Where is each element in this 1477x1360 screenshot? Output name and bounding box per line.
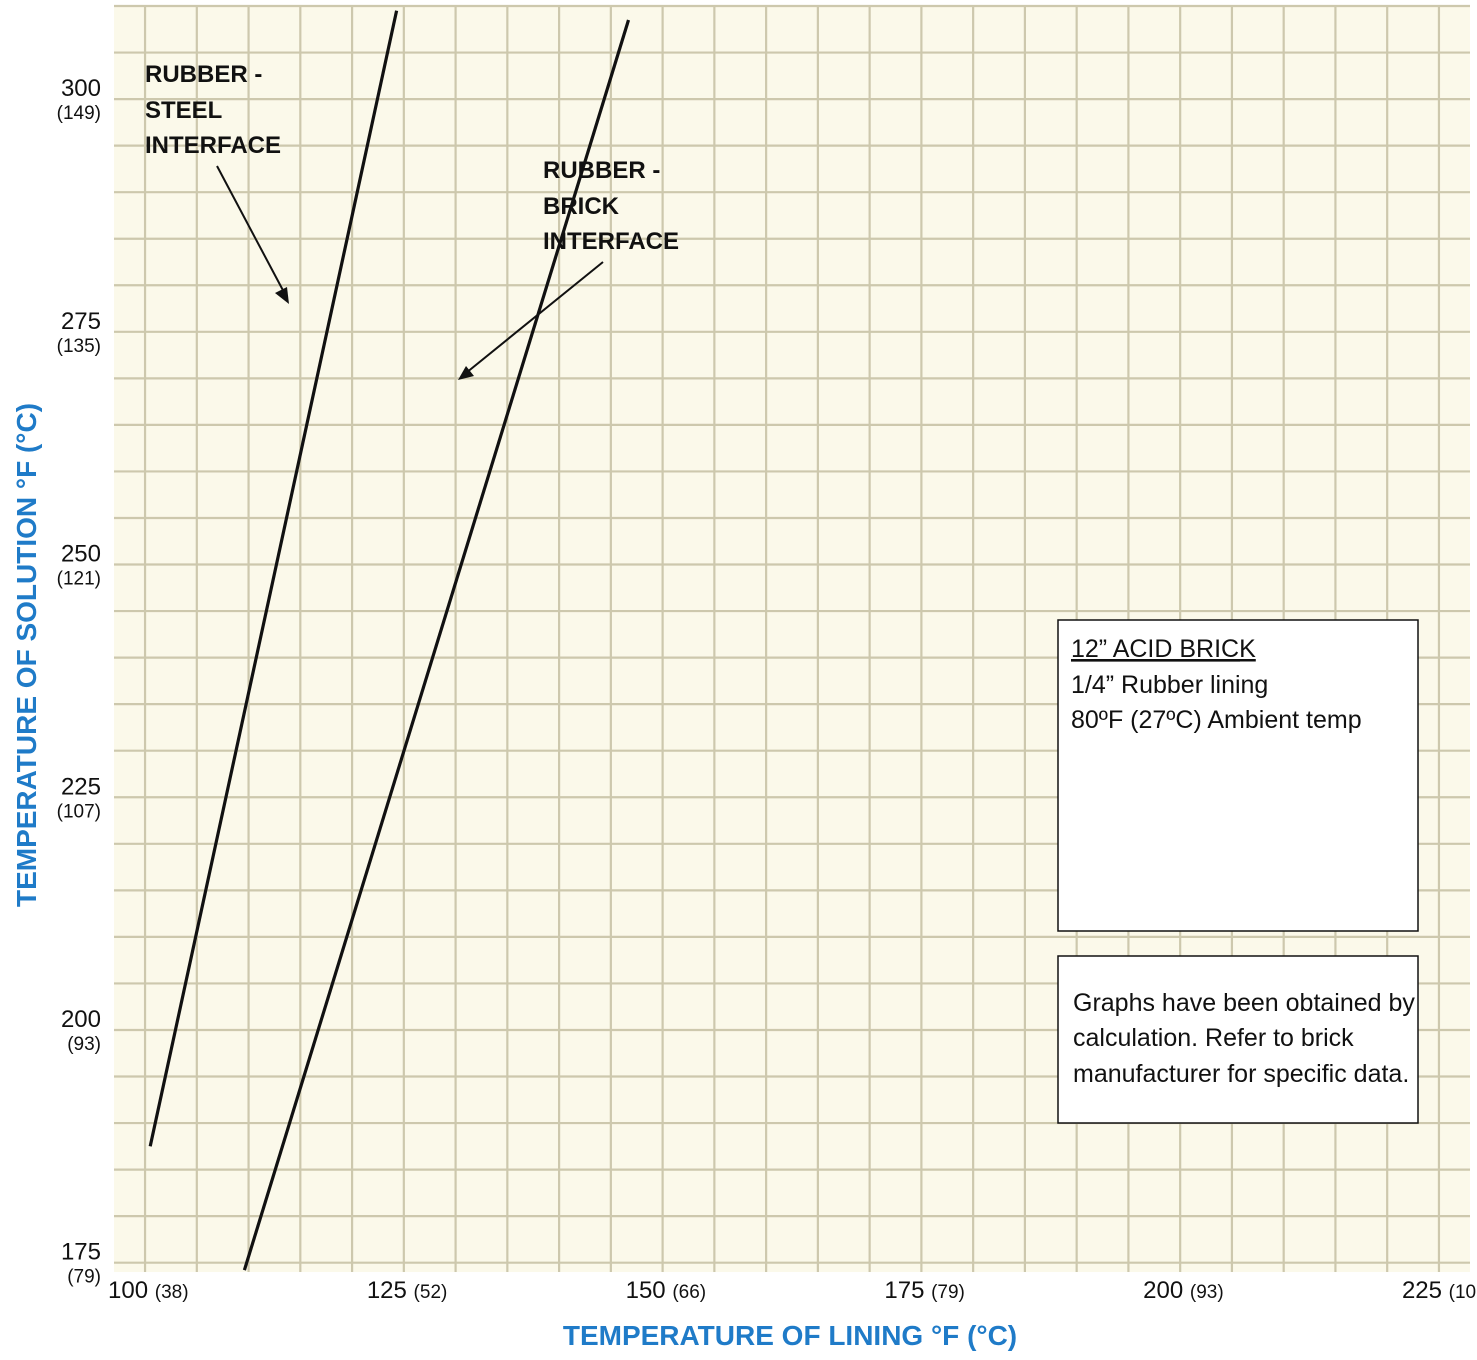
y-tick-sublabel: (135) (57, 336, 101, 357)
x-tick-label: 125 (52) (367, 1277, 448, 1304)
x-tick-label: 175 (79) (884, 1277, 965, 1304)
note-box (1057, 955, 1419, 1124)
y-tick-label: 250 (61, 541, 101, 568)
y-tick-label: 175 (61, 1239, 101, 1266)
x-tick-label: 100 (38) (108, 1277, 189, 1304)
y-tick-sublabel: (121) (57, 569, 101, 590)
series-line-1 (242, 19, 631, 1271)
arrow-brick-head (458, 366, 474, 380)
arrow-steel-shaft (216, 165, 287, 297)
note-line-3: manufacturer for specific data. (1073, 1060, 1409, 1088)
y-tick-label: 225 (61, 773, 101, 800)
x-tick-label: 200 (93) (1143, 1277, 1224, 1304)
note-line-2: calculation. Refer to brick (1073, 1024, 1354, 1052)
y-tick-sublabel: (93) (67, 1034, 101, 1055)
conditions-title: 12” ACID BRICK (1071, 635, 1256, 663)
y-tick-sublabel: (107) (57, 801, 101, 822)
series-label-steel: RUBBER - STEEL INTERFACE (145, 61, 281, 159)
conditions-box (1057, 619, 1419, 932)
note-line-1: Graphs have been obtained by (1073, 989, 1415, 1017)
conditions-line-lining: 1/4” Rubber lining (1071, 671, 1268, 699)
series-label-brick: RUBBER - BRICK INTERFACE (543, 157, 679, 255)
x-tick-label: 225 (107) (1402, 1277, 1477, 1304)
tick-labels: 100 (38) 125 (52) 150 (66) 175 (79) 200 (93)… (57, 75, 1477, 1304)
arrow-steel-head (275, 287, 289, 304)
x-tick-label: 150 (66) (626, 1277, 707, 1304)
y-tick-label: 275 (61, 308, 101, 335)
x-axis-title: TEMPERATURE OF LINING °F (°C) (563, 1320, 1017, 1351)
y-axis-title: TEMPERATURE OF SOLUTION °F (°C) (11, 403, 42, 907)
y-tick-sublabel: (149) (57, 103, 101, 124)
series-line-0 (148, 10, 399, 1147)
conditions-line-ambient: 80ºF (27ºC) Ambient temp (1071, 706, 1362, 734)
y-tick-sublabel: (79) (67, 1267, 101, 1288)
y-tick-label: 300 (61, 75, 101, 102)
series-lines (148, 10, 631, 1271)
y-tick-label: 200 (61, 1006, 101, 1033)
arrow-brick-shaft (465, 261, 604, 374)
